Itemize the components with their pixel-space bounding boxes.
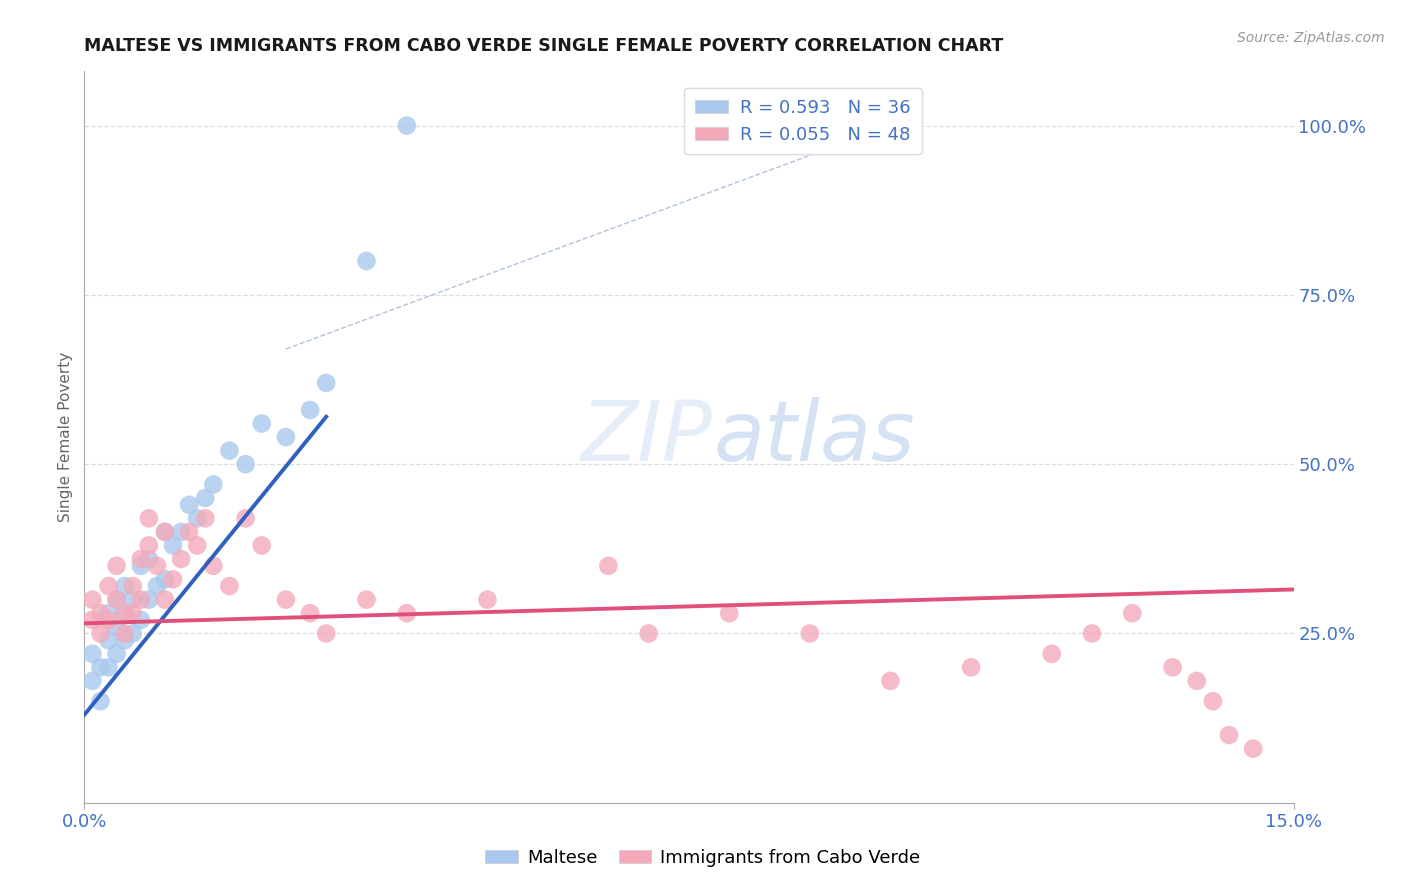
Point [129, 558, 152, 573]
Point [105, 558, 128, 573]
Point [121, 606, 143, 620]
Point [179, 498, 201, 512]
Legend: Maltese, Immigrants from Cabo Verde: Maltese, Immigrants from Cabo Verde [478, 842, 928, 874]
Point [146, 558, 169, 573]
Point [202, 558, 225, 573]
Point [1040, 647, 1063, 661]
Point [129, 592, 152, 607]
Point [82, 613, 104, 627]
Point [105, 620, 128, 634]
Point [250, 417, 273, 431]
Point [89, 606, 111, 620]
Point [114, 606, 136, 620]
Point [89, 660, 111, 674]
Point [114, 579, 136, 593]
Point [299, 403, 322, 417]
Legend: R = 0.593   N = 36, R = 0.055   N = 48: R = 0.593 N = 36, R = 0.055 N = 48 [685, 87, 922, 154]
Point [153, 572, 176, 586]
Point [153, 592, 176, 607]
Point [114, 626, 136, 640]
Point [315, 626, 337, 640]
Point [121, 626, 143, 640]
Point [97, 633, 120, 648]
Text: atlas: atlas [713, 397, 915, 477]
Point [299, 606, 322, 620]
Point [82, 673, 104, 688]
Point [235, 511, 257, 525]
Point [356, 592, 378, 607]
Point [799, 626, 821, 640]
Point [1161, 660, 1184, 674]
Point [186, 511, 208, 525]
Point [1202, 694, 1225, 708]
Point [89, 626, 111, 640]
Point [274, 430, 297, 444]
Point [1121, 606, 1143, 620]
Point [356, 254, 378, 268]
Text: ZIP: ZIP [581, 397, 713, 477]
Point [114, 633, 136, 648]
Point [129, 552, 152, 566]
Point [138, 538, 160, 552]
Point [202, 477, 225, 491]
Point [121, 579, 143, 593]
Point [97, 660, 120, 674]
Point [82, 592, 104, 607]
Point [1185, 673, 1208, 688]
Point [879, 673, 901, 688]
Point [1218, 728, 1240, 742]
Point [274, 592, 297, 607]
Point [235, 457, 257, 471]
Point [395, 119, 418, 133]
Point [718, 606, 741, 620]
Text: Source: ZipAtlas.com: Source: ZipAtlas.com [1237, 31, 1385, 45]
Point [162, 572, 184, 586]
Point [138, 552, 160, 566]
Point [315, 376, 337, 390]
Point [105, 647, 128, 661]
Point [186, 538, 208, 552]
Point [105, 592, 128, 607]
Point [97, 579, 120, 593]
Point [89, 694, 111, 708]
Point [637, 626, 659, 640]
Point [114, 606, 136, 620]
Point [105, 592, 128, 607]
Point [179, 524, 201, 539]
Text: MALTESE VS IMMIGRANTS FROM CABO VERDE SINGLE FEMALE POVERTY CORRELATION CHART: MALTESE VS IMMIGRANTS FROM CABO VERDE SI… [84, 37, 1004, 54]
Y-axis label: Single Female Poverty: Single Female Poverty [58, 352, 73, 522]
Point [170, 524, 193, 539]
Point [129, 613, 152, 627]
Point [162, 538, 184, 552]
Point [153, 524, 176, 539]
Point [194, 511, 217, 525]
Point [960, 660, 983, 674]
Point [121, 592, 143, 607]
Point [598, 558, 620, 573]
Point [218, 579, 240, 593]
Point [97, 606, 120, 620]
Point [194, 491, 217, 505]
Point [170, 552, 193, 566]
Point [250, 538, 273, 552]
Point [138, 511, 160, 525]
Point [477, 592, 499, 607]
Point [1241, 741, 1264, 756]
Point [1081, 626, 1104, 640]
Point [138, 592, 160, 607]
Point [97, 613, 120, 627]
Point [82, 647, 104, 661]
Point [153, 524, 176, 539]
Point [218, 443, 240, 458]
Point [146, 579, 169, 593]
Point [395, 606, 418, 620]
